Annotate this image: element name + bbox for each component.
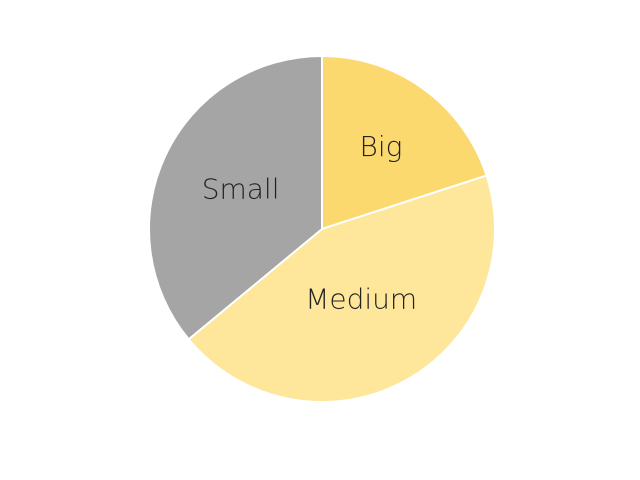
pie-slice-big [321, 54, 488, 231]
pie-label-medium: Medium [305, 282, 417, 315]
pie-label-big: Big [360, 130, 403, 163]
pie-labels: Big Medium Small [202, 130, 417, 315]
pie-label-small: Small [202, 173, 280, 206]
pie-slices [148, 54, 496, 403]
pie-slice-medium [187, 174, 496, 403]
pie-slice-small [148, 54, 323, 341]
